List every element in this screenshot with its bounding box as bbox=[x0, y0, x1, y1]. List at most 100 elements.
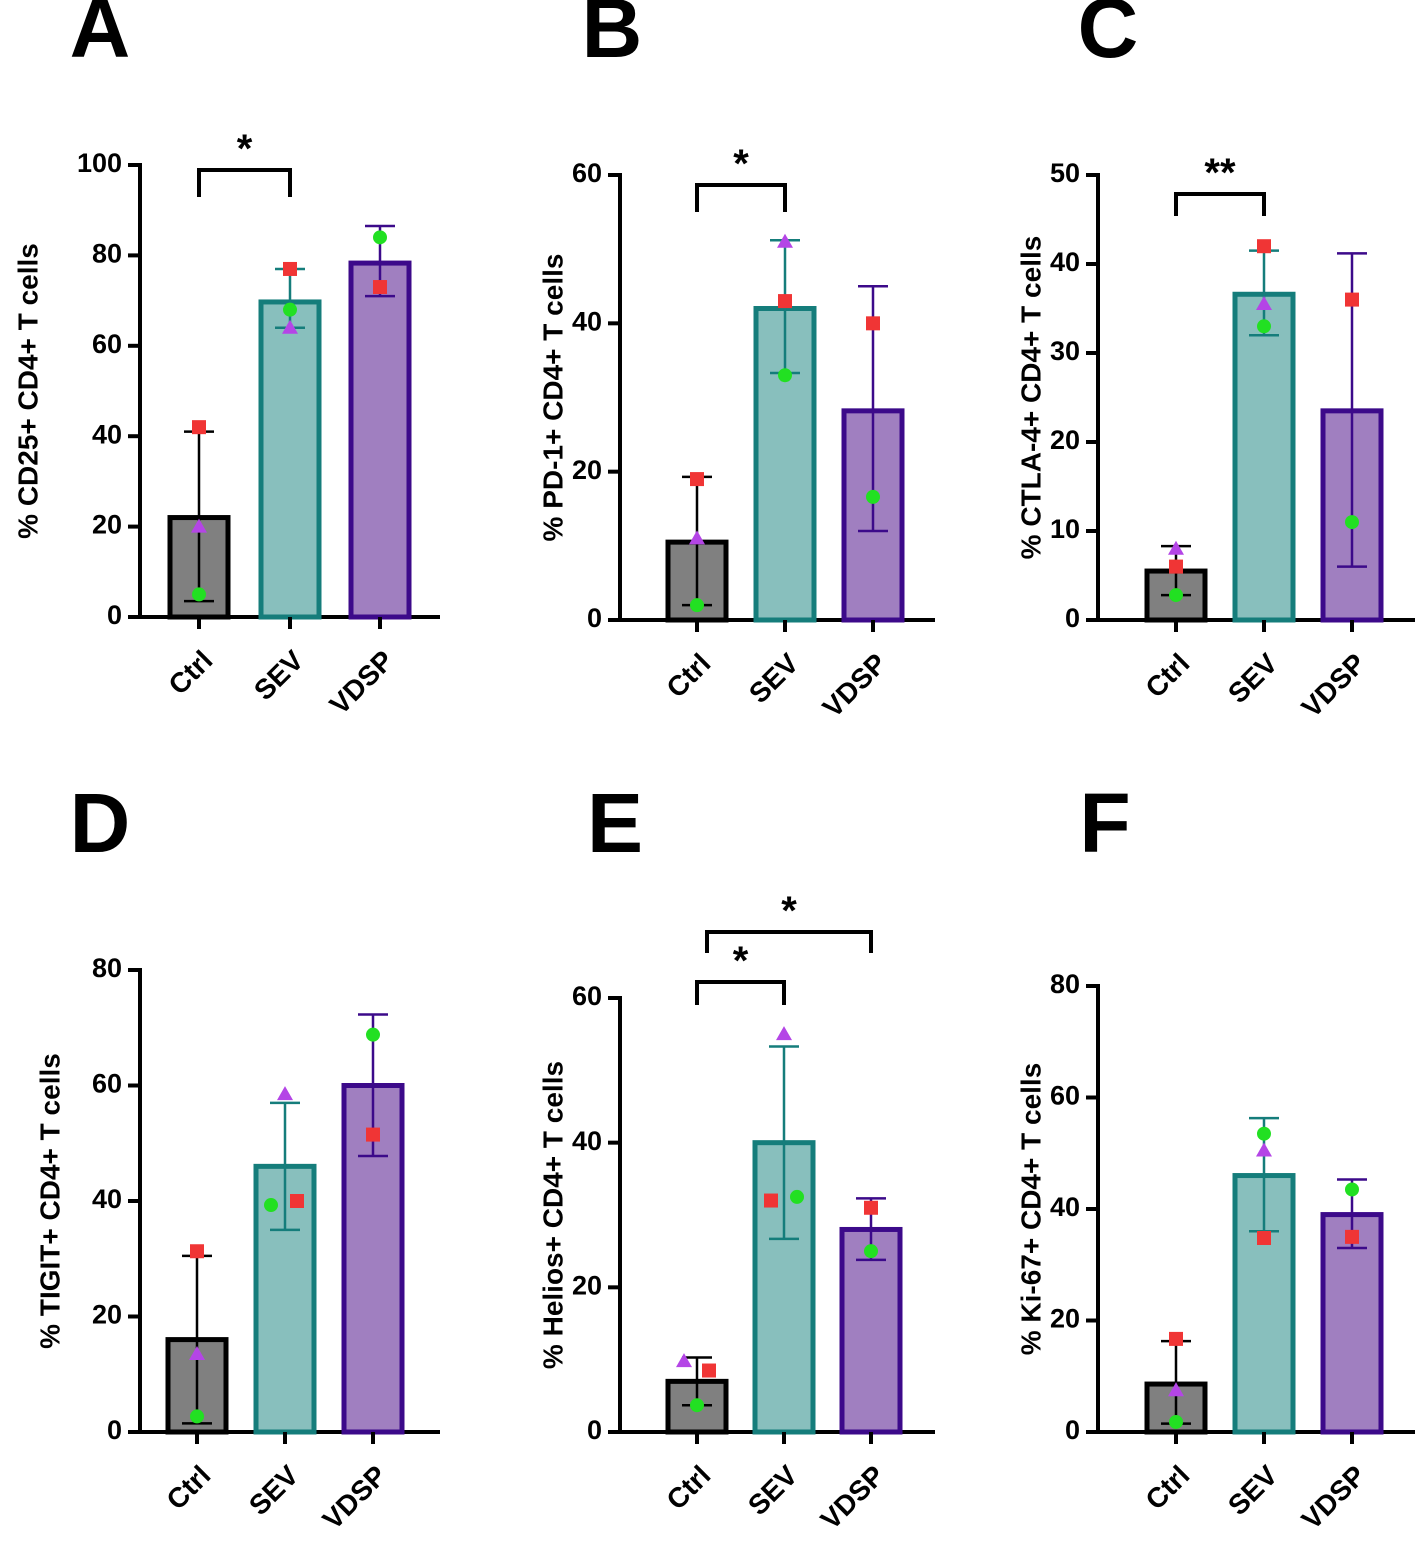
y-tick-label: 0 bbox=[1065, 1415, 1080, 1445]
data-point-square bbox=[1257, 239, 1271, 254]
panel-letter: B bbox=[582, 0, 643, 75]
significance-bracket bbox=[1174, 192, 1266, 216]
data-point-square bbox=[1345, 1229, 1359, 1244]
data-point-circle bbox=[264, 1198, 278, 1213]
panel-d: D % TIGIT+ CD4+ T cells 0 20 40 60 80 Ctrl SEV VD… bbox=[34, 776, 440, 1535]
y-tick-label: 10 bbox=[1050, 514, 1080, 544]
y-axis-label: % CTLA-4+ CD4+ T cells bbox=[1015, 236, 1046, 560]
data-point-circle bbox=[1169, 588, 1183, 603]
category-label-ctrl: Ctrl bbox=[1139, 648, 1195, 704]
panel-letter: D bbox=[70, 776, 131, 870]
panel-a: A % CD25+ CD4+ T cells 0 20 40 60 80 100 Ctrl SEV… bbox=[12, 0, 440, 720]
bar-vdsp bbox=[1320, 1212, 1384, 1435]
panel-f: F % Ki-67+ CD4+ T cells 0 20 40 60 80 Ctrl SEV VD… bbox=[1015, 776, 1415, 1535]
data-point-square bbox=[1345, 292, 1359, 307]
category-label-vdsp: VDSP bbox=[1296, 648, 1372, 724]
significance-bracket bbox=[705, 930, 873, 953]
category-label-sev: SEV bbox=[248, 644, 310, 706]
y-axis-label: % CD25+ CD4+ T cells bbox=[12, 243, 43, 539]
y-tick-label: 20 bbox=[92, 1300, 122, 1330]
y-tick-label: 20 bbox=[1050, 1304, 1080, 1334]
data-point-circle bbox=[778, 368, 792, 383]
significance-label: * bbox=[237, 127, 253, 171]
category-label-vdsp: VDSP bbox=[817, 648, 893, 724]
y-tick-label: 60 bbox=[1050, 1081, 1080, 1111]
data-point-circle bbox=[866, 489, 880, 504]
data-point-triangle bbox=[676, 1353, 692, 1368]
data-point-triangle bbox=[1168, 540, 1184, 555]
category-label-vdsp: VDSP bbox=[815, 1460, 891, 1536]
data-point-triangle bbox=[282, 319, 298, 334]
y-tick-label: 0 bbox=[587, 603, 602, 633]
panel-c: C % CTLA-4+ CD4+ T cells 0 10 20 30 40 50 Ctrl SE… bbox=[1015, 0, 1415, 723]
data-point-square bbox=[366, 1127, 380, 1142]
category-label-ctrl: Ctrl bbox=[160, 1460, 216, 1516]
category-label-vdsp: VDSP bbox=[317, 1460, 393, 1536]
data-point-circle bbox=[690, 1398, 704, 1413]
y-axis-label: % PD-1+ CD4+ T cells bbox=[537, 254, 568, 542]
y-axis-label: % Ki-67+ CD4+ T cells bbox=[1015, 1063, 1046, 1356]
data-point-triangle bbox=[689, 530, 705, 545]
data-point-circle bbox=[373, 230, 387, 245]
data-point-triangle bbox=[776, 1026, 792, 1041]
category-label-ctrl: Ctrl bbox=[660, 1460, 716, 1516]
category-label-sev: SEV bbox=[1222, 1459, 1284, 1521]
data-point-circle bbox=[1345, 1182, 1359, 1197]
data-point-triangle bbox=[1256, 1142, 1272, 1157]
y-tick-label: 80 bbox=[92, 953, 122, 983]
panel-letter: E bbox=[587, 776, 643, 870]
data-point-circle bbox=[864, 1244, 878, 1259]
category-label-sev: SEV bbox=[742, 1459, 804, 1521]
data-point-circle bbox=[1169, 1414, 1183, 1429]
significance-bracket bbox=[695, 980, 786, 1005]
bar-sev bbox=[1232, 291, 1296, 623]
significance-bracket bbox=[197, 168, 292, 197]
y-tick-label: 80 bbox=[92, 239, 122, 269]
data-point-circle bbox=[366, 1027, 380, 1042]
data-point-circle bbox=[1257, 319, 1271, 334]
data-point-circle bbox=[790, 1189, 804, 1204]
panel-b: B % PD-1+ CD4+ T cells 0 20 40 60 Ctrl SEV VDSP * bbox=[537, 0, 935, 723]
data-point-square bbox=[190, 1244, 204, 1259]
y-tick-label: 60 bbox=[92, 329, 122, 359]
y-tick-label: 60 bbox=[92, 1069, 122, 1099]
y-tick-label: 20 bbox=[572, 455, 602, 485]
data-point-triangle bbox=[1256, 296, 1272, 311]
data-point-square bbox=[864, 1200, 878, 1215]
y-tick-label: 80 bbox=[1050, 969, 1080, 999]
data-point-triangle bbox=[277, 1086, 293, 1101]
y-tick-label: 40 bbox=[572, 306, 602, 336]
y-tick-label: 0 bbox=[107, 1415, 122, 1445]
y-tick-label: 0 bbox=[1065, 603, 1080, 633]
y-tick-label: 0 bbox=[587, 1415, 602, 1445]
y-tick-label: 40 bbox=[572, 1126, 602, 1156]
data-point-triangle bbox=[191, 518, 207, 533]
category-label-ctrl: Ctrl bbox=[1139, 1460, 1195, 1516]
data-point-square bbox=[1169, 559, 1183, 574]
data-point-square bbox=[1257, 1230, 1271, 1245]
y-tick-label: 40 bbox=[92, 419, 122, 449]
data-point-square bbox=[283, 261, 297, 276]
panel-letter: A bbox=[70, 0, 131, 75]
y-tick-label: 20 bbox=[92, 510, 122, 540]
data-point-circle bbox=[192, 587, 206, 602]
bar-sev bbox=[258, 299, 322, 620]
y-axis-label: % TIGIT+ CD4+ T cells bbox=[34, 1053, 65, 1349]
bar-vdsp bbox=[348, 260, 412, 620]
data-point-square bbox=[290, 1194, 304, 1208]
y-tick-label: 30 bbox=[1050, 336, 1080, 366]
data-point-triangle bbox=[1168, 1382, 1184, 1397]
data-point-triangle bbox=[189, 1346, 205, 1361]
category-label-sev: SEV bbox=[743, 647, 805, 709]
y-tick-label: 50 bbox=[1050, 158, 1080, 188]
data-point-square bbox=[702, 1363, 716, 1378]
data-point-square bbox=[778, 294, 792, 309]
category-label-sev: SEV bbox=[243, 1459, 305, 1521]
y-tick-label: 40 bbox=[1050, 247, 1080, 277]
significance-label: ** bbox=[1204, 151, 1236, 195]
y-tick-label: 20 bbox=[572, 1270, 602, 1300]
y-tick-label: 20 bbox=[1050, 425, 1080, 455]
panel-e: E % Helios+ CD4+ T cells 0 20 40 60 Ctrl SEV VDS… bbox=[537, 776, 935, 1535]
data-point-square bbox=[690, 472, 704, 487]
y-tick-label: 40 bbox=[92, 1184, 122, 1214]
